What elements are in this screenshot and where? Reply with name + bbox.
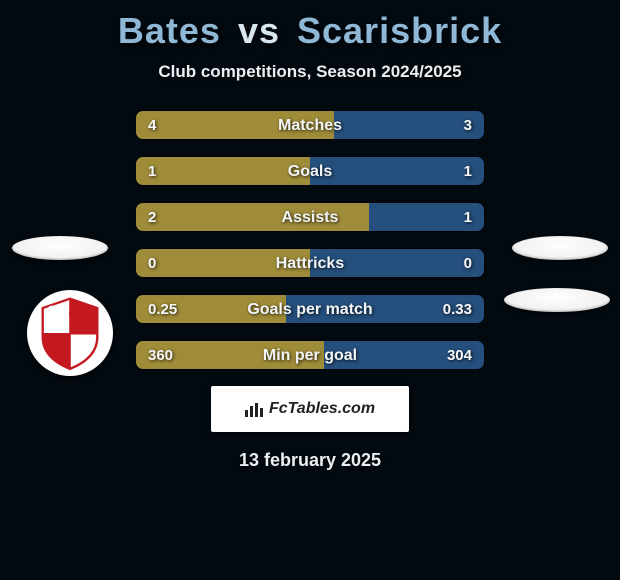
stat-row: Assists21 bbox=[135, 202, 485, 232]
stat-row: Goals11 bbox=[135, 156, 485, 186]
stat-bar-left bbox=[136, 203, 369, 231]
title-player2: Scarisbrick bbox=[297, 10, 502, 51]
stat-bar-left bbox=[136, 249, 310, 277]
watermark-link[interactable]: FcTables.com bbox=[0, 386, 620, 432]
subtitle: Club competitions, Season 2024/2025 bbox=[0, 62, 620, 82]
stat-row: Min per goal360304 bbox=[135, 340, 485, 370]
stat-bar-left bbox=[136, 111, 334, 139]
stat-bar-right bbox=[324, 341, 484, 369]
watermark-text: FcTables.com bbox=[269, 400, 375, 418]
stat-row: Goals per match0.250.33 bbox=[135, 294, 485, 324]
stat-bar-left bbox=[136, 341, 324, 369]
stat-bar-right bbox=[334, 111, 484, 139]
club-crest bbox=[27, 290, 113, 376]
title-player1: Bates bbox=[118, 10, 221, 51]
stats-bars: Matches43 Goals11 Assists21 Hattricks00 Goal… bbox=[135, 110, 485, 370]
watermark-badge: FcTables.com bbox=[211, 386, 409, 432]
player2-placeholder-top bbox=[512, 236, 608, 260]
stat-bar-left bbox=[136, 157, 310, 185]
shield-icon bbox=[31, 294, 109, 372]
date-text: 13 february 2025 bbox=[0, 450, 620, 471]
stat-bar-right bbox=[369, 203, 484, 231]
stat-row: Hattricks00 bbox=[135, 248, 485, 278]
stat-bar-right bbox=[286, 295, 484, 323]
player1-placeholder-top bbox=[12, 236, 108, 260]
bar-chart-icon bbox=[245, 401, 265, 417]
title-vs: vs bbox=[238, 10, 280, 51]
page-title: Bates vs Scarisbrick bbox=[0, 0, 620, 52]
player2-placeholder-bottom bbox=[504, 288, 610, 312]
stat-bar-left bbox=[136, 295, 286, 323]
content-area: Matches43 Goals11 Assists21 Hattricks00 Goal… bbox=[0, 110, 620, 471]
stat-bar-right bbox=[310, 157, 484, 185]
stat-bar-right bbox=[310, 249, 484, 277]
stat-row: Matches43 bbox=[135, 110, 485, 140]
